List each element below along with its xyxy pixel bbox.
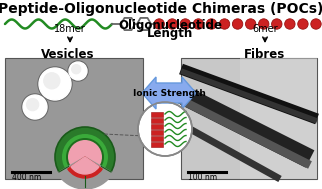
Circle shape — [259, 19, 269, 29]
Text: Peptide-Oligonucleotide Chimeras (POCs): Peptide-Oligonucleotide Chimeras (POCs) — [0, 2, 322, 16]
Bar — [151, 123, 163, 129]
Text: 100 nm: 100 nm — [188, 174, 217, 183]
Text: Fibres: Fibres — [244, 48, 286, 61]
Circle shape — [138, 102, 192, 156]
Bar — [151, 129, 163, 135]
Text: Oligonucleotide: Oligonucleotide — [118, 19, 222, 32]
Circle shape — [180, 19, 191, 29]
Circle shape — [44, 73, 60, 89]
Bar — [240, 58, 317, 179]
Circle shape — [23, 95, 47, 119]
Circle shape — [69, 62, 87, 80]
Bar — [151, 112, 163, 116]
Circle shape — [68, 61, 88, 81]
Wedge shape — [68, 157, 102, 178]
Circle shape — [27, 99, 39, 111]
Circle shape — [55, 127, 115, 187]
Bar — [5, 58, 143, 179]
Circle shape — [39, 68, 71, 100]
Text: Vesicles: Vesicles — [41, 48, 95, 61]
Circle shape — [38, 67, 72, 101]
Wedge shape — [57, 157, 113, 189]
Circle shape — [22, 94, 48, 120]
Circle shape — [154, 19, 165, 29]
Wedge shape — [71, 157, 99, 174]
Bar — [181, 58, 317, 179]
Circle shape — [68, 140, 102, 174]
Circle shape — [219, 19, 230, 29]
Circle shape — [193, 19, 204, 29]
Circle shape — [206, 19, 217, 29]
Circle shape — [271, 19, 282, 29]
Text: Length: Length — [147, 27, 193, 40]
Circle shape — [62, 134, 108, 180]
Text: 6mer: 6mer — [252, 24, 278, 34]
Circle shape — [232, 19, 243, 29]
Circle shape — [167, 19, 177, 29]
Circle shape — [311, 19, 321, 29]
Circle shape — [72, 65, 81, 74]
Bar — [151, 118, 163, 122]
Circle shape — [66, 138, 104, 176]
Circle shape — [298, 19, 308, 29]
Text: Ionic Strength: Ionic Strength — [133, 88, 205, 98]
Bar — [151, 136, 163, 140]
Bar — [151, 142, 163, 146]
Circle shape — [285, 19, 295, 29]
Text: 18mer: 18mer — [54, 24, 86, 34]
Circle shape — [245, 19, 256, 29]
Text: 400 nm: 400 nm — [12, 174, 41, 183]
Polygon shape — [142, 77, 196, 109]
